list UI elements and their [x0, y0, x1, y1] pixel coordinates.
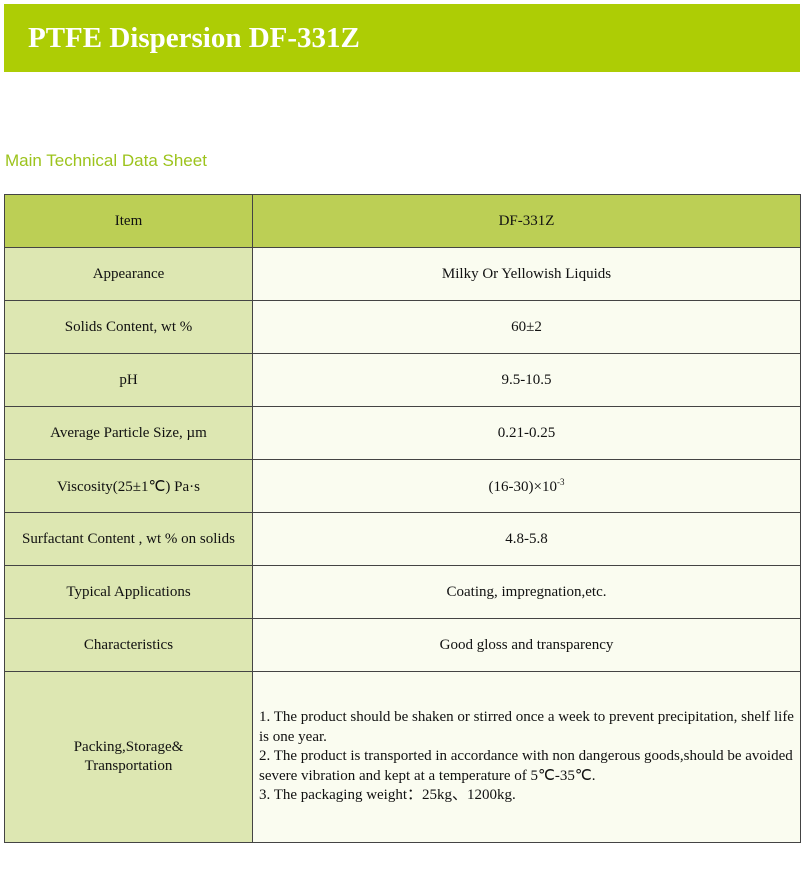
row-value: 4.8-5.8 — [252, 512, 801, 566]
table-row: Appearance Milky Or Yellowish Liquids — [4, 247, 801, 301]
title-banner: PTFE Dispersion DF-331Z — [4, 4, 800, 72]
row-label: Average Particle Size, µm — [4, 406, 253, 460]
table-row: Characteristics Good gloss and transparen… — [4, 618, 801, 672]
note-item: 1. The product should be shaken or stirr… — [259, 709, 794, 745]
row-value: 1. The product should be shaken or stirr… — [252, 671, 801, 843]
viscosity-value: (16-30)×10 — [488, 478, 557, 495]
row-value: (16-30)×10-3 — [252, 459, 801, 513]
row-label: Typical Applications — [4, 565, 253, 619]
packing-label: Packing,Storage& Transportation — [73, 739, 184, 774]
row-label: Surfactant Content , wt % on solids — [4, 512, 253, 566]
row-value: 60±2 — [252, 300, 801, 354]
column-header-item: Item — [4, 194, 253, 248]
table-row: Surfactant Content , wt % on solids 4.8-5… — [4, 512, 801, 566]
row-value: 9.5-10.5 — [252, 353, 801, 407]
row-value: Milky Or Yellowish Liquids — [252, 247, 801, 301]
row-label: Packing,Storage& Transportation — [4, 671, 253, 843]
column-header-product: DF-331Z — [252, 194, 801, 248]
note-item: 2. The product is transported in accorda… — [259, 748, 793, 784]
row-value: Coating, impregnation,etc. — [252, 565, 801, 619]
row-label: Viscosity(25±1℃) Pa·s — [4, 459, 253, 513]
note-item: 3. The packaging weight：25kg、1200kg. — [259, 787, 516, 804]
data-sheet-table: Item DF-331Z Appearance Milky Or Yellowis… — [4, 194, 801, 843]
row-label: Solids Content, wt % — [4, 300, 253, 354]
table-row: Solids Content, wt % 60±2 — [4, 300, 801, 354]
row-label: Appearance — [4, 247, 253, 301]
table-row: pH 9.5-10.5 — [4, 353, 801, 407]
table-row: Average Particle Size, µm 0.21-0.25 — [4, 406, 801, 460]
table-row-packing: Packing,Storage& Transportation 1. The p… — [4, 671, 801, 843]
row-label: pH — [4, 353, 253, 407]
viscosity-exponent: -3 — [556, 476, 565, 487]
table-row: Viscosity(25±1℃) Pa·s (16-30)×10-3 — [4, 459, 801, 513]
page-title: PTFE Dispersion DF-331Z — [28, 22, 360, 54]
section-title: Main Technical Data Sheet — [5, 151, 207, 170]
row-value: Good gloss and transparency — [252, 618, 801, 672]
row-value: 0.21-0.25 — [252, 406, 801, 460]
row-label: Characteristics — [4, 618, 253, 672]
table-row: Typical Applications Coating, impregnatio… — [4, 565, 801, 619]
table-header-row: Item DF-331Z — [4, 194, 801, 248]
